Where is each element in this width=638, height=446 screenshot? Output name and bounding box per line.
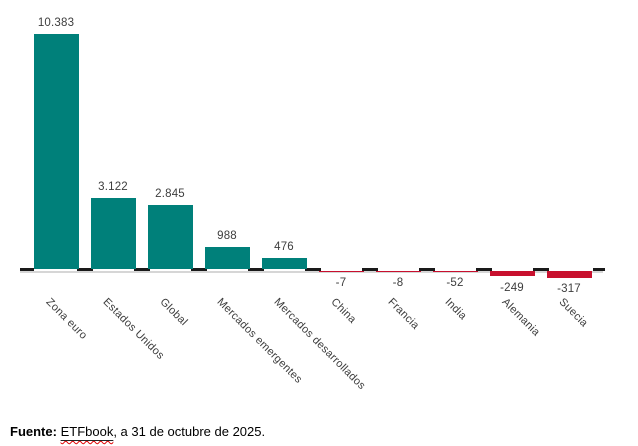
source-suffix: , a 31 de octubre de 2025. xyxy=(113,424,266,439)
axis-tick-dash xyxy=(532,268,549,271)
bar-value-label: -249 xyxy=(500,281,524,294)
bar-positive xyxy=(147,204,193,269)
bar-value-label: 476 xyxy=(274,241,294,254)
axis-tick-dash xyxy=(247,268,264,271)
bar-positive xyxy=(33,34,79,269)
bar-value-label: -8 xyxy=(392,276,404,289)
category-label: Suecia xyxy=(556,296,591,330)
category-label: Zona euro xyxy=(43,296,90,342)
x-axis-baseline xyxy=(20,271,603,273)
bar-value-label: 988 xyxy=(217,229,237,242)
axis-tick-dash xyxy=(20,268,34,271)
category-label: Estados Unidos xyxy=(100,296,167,362)
category-label: Global xyxy=(157,296,190,329)
bar-value-label: -52 xyxy=(446,277,464,290)
axis-tick-dash xyxy=(418,268,435,271)
category-label: Alemania xyxy=(499,296,543,339)
bar-negative xyxy=(546,270,592,278)
bar-value-label: -317 xyxy=(557,283,581,296)
source-link-text: ETFbook xyxy=(60,424,114,439)
axis-tick-dash xyxy=(76,268,93,271)
source-label: Fuente: xyxy=(10,424,57,439)
bar-positive xyxy=(90,198,136,269)
source-note: Fuente: ETFbook, a 31 de octubre de 2025… xyxy=(10,424,265,439)
axis-tick-dash xyxy=(592,268,605,271)
bar-positive xyxy=(261,258,307,269)
axis-tick-dash xyxy=(475,268,492,271)
bar-positive xyxy=(204,246,250,269)
bar-value-label: -7 xyxy=(335,276,347,289)
category-label: China xyxy=(328,296,359,326)
bar-value-label: 2.845 xyxy=(155,187,185,200)
bar-negative xyxy=(432,270,478,272)
bar-chart: 10.383 Zona euro 3.122 Estados Unidos 2.845 G… xyxy=(20,17,605,393)
category-label: India xyxy=(442,296,469,323)
axis-tick-dash xyxy=(133,268,150,271)
axis-tick-dash xyxy=(304,268,321,271)
bar-negative xyxy=(375,270,421,272)
category-label: Francia xyxy=(385,296,422,332)
bar-value-label: 10.383 xyxy=(37,17,75,29)
category-label: Mercados desarrollados xyxy=(271,296,368,393)
axis-tick-dash xyxy=(361,268,378,271)
source-link: ETFbook xyxy=(61,424,114,439)
bar-value-label: 3.122 xyxy=(98,181,128,194)
bar-negative xyxy=(318,270,364,272)
axis-tick-dash xyxy=(190,268,207,271)
bar-negative xyxy=(489,270,535,277)
